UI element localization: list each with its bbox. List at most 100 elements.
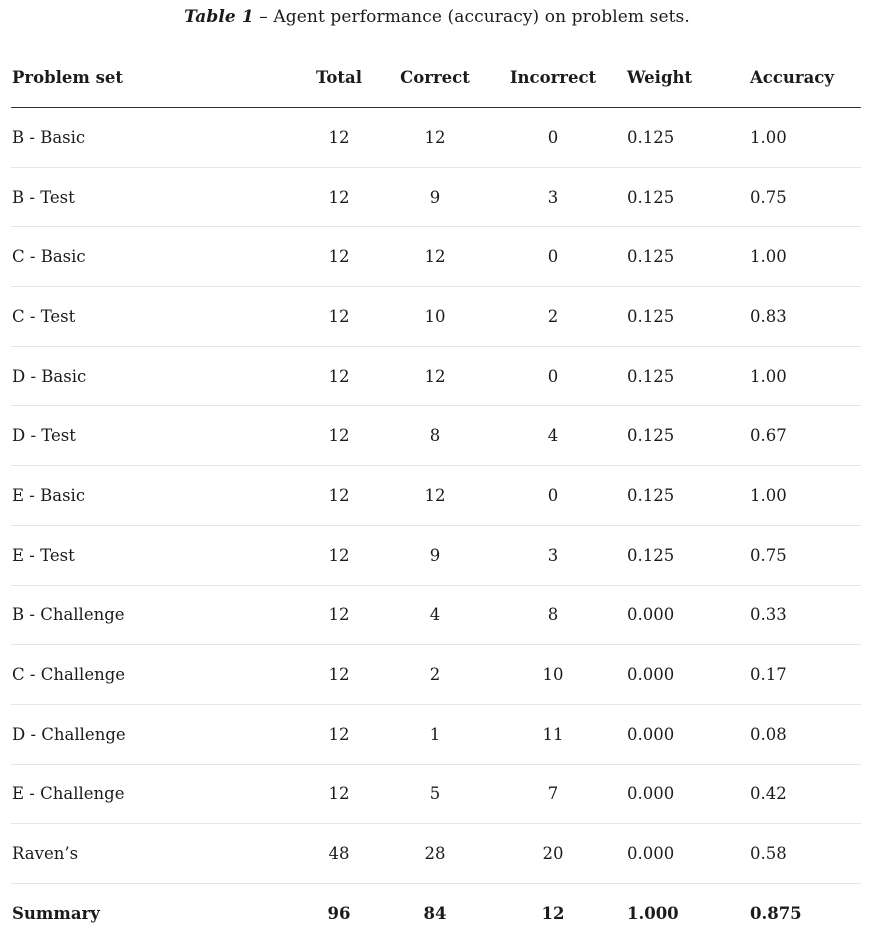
table-row: E - Test 12 9 3 0.125 0.75 [11, 525, 861, 586]
cell-accuracy: 0.42 [736, 764, 861, 825]
summary-weight: 1.000 [627, 903, 679, 923]
cell-problem-set: E - Test [11, 525, 273, 586]
summary-correct: 84 [423, 903, 447, 923]
cell-correct: 28 [369, 823, 501, 884]
cell-correct: 5 [369, 764, 501, 825]
cell-weight: 0.125 [605, 286, 736, 347]
cell-total: 12 [273, 704, 369, 765]
cell-accuracy: 0.58 [736, 823, 861, 884]
cell-total: 12 [273, 167, 369, 228]
cell-weight: 0.000 [605, 644, 736, 705]
cell-accuracy: 0.67 [736, 405, 861, 467]
cell-weight: 0.000 [605, 764, 736, 825]
cell-weight: 0.125 [605, 107, 736, 168]
summary-row: Summary 96 84 12 1.000 0.875 [11, 883, 861, 942]
cell-accuracy: 0.75 [736, 525, 861, 586]
table-row: Raven’s 48 28 20 0.000 0.58 [11, 823, 861, 884]
cell-total: 12 [273, 525, 369, 586]
table-row: D - Test 12 8 4 0.125 0.67 [11, 405, 861, 467]
cell-correct: 12 [369, 107, 501, 168]
table-row: D - Challenge 12 1 11 0.000 0.08 [11, 704, 861, 765]
cell-problem-set: B - Test [11, 167, 273, 228]
table-row: B - Test 12 9 3 0.125 0.75 [11, 167, 861, 228]
cell-total: 12 [273, 286, 369, 347]
cell-incorrect: 0 [501, 226, 605, 288]
cell-weight: 0.125 [605, 525, 736, 586]
cell-correct: 4 [369, 585, 501, 646]
cell-incorrect: 11 [501, 704, 605, 765]
table-header: Problem set Total Correct Incorrect Weig… [11, 48, 861, 108]
cell-total: 12 [273, 764, 369, 825]
cell-weight: 0.000 [605, 585, 736, 646]
table-caption-text: – Agent performance (accuracy) on proble… [253, 7, 690, 27]
cell-total: 12 [273, 644, 369, 705]
cell-accuracy: 0.33 [736, 585, 861, 646]
cell-incorrect: 8 [501, 585, 605, 646]
cell-accuracy: 0.17 [736, 644, 861, 705]
cell-incorrect: 0 [501, 107, 605, 168]
cell-incorrect: 20 [501, 823, 605, 884]
cell-correct: 12 [369, 226, 501, 288]
table-row: E - Basic 12 12 0 0.125 1.00 [11, 465, 861, 526]
header-problem-set: Problem set [11, 48, 273, 108]
cell-total: 12 [273, 405, 369, 467]
cell-correct: 10 [369, 286, 501, 347]
cell-correct: 2 [369, 644, 501, 705]
cell-accuracy: 1.00 [736, 226, 861, 288]
header-weight: Weight [605, 48, 736, 108]
cell-problem-set: B - Basic [11, 107, 273, 168]
summary-label: Summary [12, 903, 100, 923]
cell-problem-set: D - Challenge [11, 704, 273, 765]
cell-total: 12 [273, 585, 369, 646]
header-incorrect: Incorrect [501, 48, 605, 108]
summary-total: 96 [327, 903, 351, 923]
cell-problem-set: E - Basic [11, 465, 273, 526]
table-row: B - Challenge 12 4 8 0.000 0.33 [11, 585, 861, 646]
cell-weight: 0.125 [605, 167, 736, 228]
cell-accuracy: 1.00 [736, 465, 861, 526]
cell-problem-set: D - Test [11, 405, 273, 467]
table-row: C - Challenge 12 2 10 0.000 0.17 [11, 644, 861, 705]
performance-table: Problem set Total Correct Incorrect Weig… [11, 48, 861, 943]
cell-weight: 0.125 [605, 405, 736, 467]
header-total: Total [273, 48, 369, 108]
cell-weight: 0.000 [605, 823, 736, 884]
table-row: B - Basic 12 12 0 0.125 1.00 [11, 107, 861, 168]
cell-incorrect: 2 [501, 286, 605, 347]
cell-weight: 0.125 [605, 346, 736, 407]
summary-accuracy: 0.875 [750, 903, 802, 923]
cell-accuracy: 0.08 [736, 704, 861, 765]
table-row: C - Basic 12 12 0 0.125 1.00 [11, 226, 861, 288]
table-caption-label: Table 1 [184, 7, 254, 27]
cell-accuracy: 1.00 [736, 346, 861, 407]
cell-incorrect: 0 [501, 346, 605, 407]
cell-incorrect: 10 [501, 644, 605, 705]
cell-problem-set: B - Challenge [11, 585, 273, 646]
header-accuracy: Accuracy [736, 48, 861, 108]
cell-weight: 0.125 [605, 226, 736, 288]
cell-total: 12 [273, 226, 369, 288]
cell-problem-set: D - Basic [11, 346, 273, 407]
cell-correct: 12 [369, 465, 501, 526]
cell-problem-set: E - Challenge [11, 764, 273, 825]
cell-problem-set: Raven’s [11, 823, 273, 884]
cell-incorrect: 3 [501, 167, 605, 228]
cell-correct: 8 [369, 405, 501, 467]
cell-correct: 9 [369, 525, 501, 586]
cell-accuracy: 0.83 [736, 286, 861, 347]
cell-accuracy: 0.75 [736, 167, 861, 228]
cell-total: 12 [273, 346, 369, 407]
header-correct: Correct [369, 48, 501, 108]
cell-total: 48 [273, 823, 369, 884]
cell-incorrect: 3 [501, 525, 605, 586]
cell-weight: 0.125 [605, 465, 736, 526]
table-row: D - Basic 12 12 0 0.125 1.00 [11, 346, 861, 407]
table-row: E - Challenge 12 5 7 0.000 0.42 [11, 764, 861, 825]
cell-weight: 0.000 [605, 704, 736, 765]
cell-total: 12 [273, 107, 369, 168]
table-body: B - Basic 12 12 0 0.125 1.00 B - Test 12… [11, 107, 861, 943]
cell-problem-set: C - Challenge [11, 644, 273, 705]
cell-incorrect: 4 [501, 405, 605, 467]
cell-incorrect: 7 [501, 764, 605, 825]
cell-correct: 1 [369, 704, 501, 765]
